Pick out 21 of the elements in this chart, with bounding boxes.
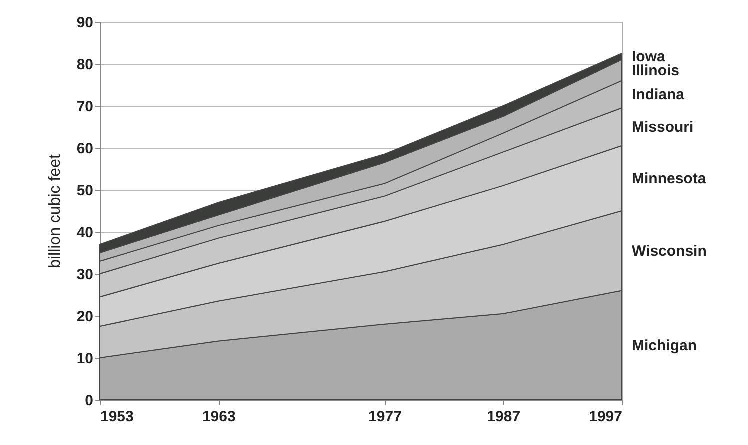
series-label: Wisconsin xyxy=(632,242,707,260)
y-tick-label: 40 xyxy=(76,224,94,242)
x-tick-label: 1997 xyxy=(589,408,622,426)
y-tick-label: 20 xyxy=(76,308,94,326)
y-axis-title: billion cubic feet xyxy=(46,154,64,268)
y-tick-label: 90 xyxy=(76,14,94,32)
y-tick-label: 30 xyxy=(76,266,94,284)
y-tick-label: 70 xyxy=(76,98,94,116)
x-tick-label: 1987 xyxy=(487,408,521,426)
y-tick-label: 0 xyxy=(85,392,94,410)
y-tick-label: 60 xyxy=(76,140,94,158)
series-label: Missouri xyxy=(632,119,694,136)
y-tick-label: 50 xyxy=(76,182,94,200)
x-tick-label: 1977 xyxy=(368,408,402,426)
x-tick-label: 1963 xyxy=(202,408,236,426)
y-tick-label: 10 xyxy=(76,350,94,368)
series-label: Michigan xyxy=(632,337,698,354)
x-tick-label: 1953 xyxy=(100,408,134,426)
series-label: Minnesota xyxy=(632,170,707,188)
y-tick-label: 80 xyxy=(76,56,94,74)
series-label: Indiana xyxy=(632,86,686,104)
